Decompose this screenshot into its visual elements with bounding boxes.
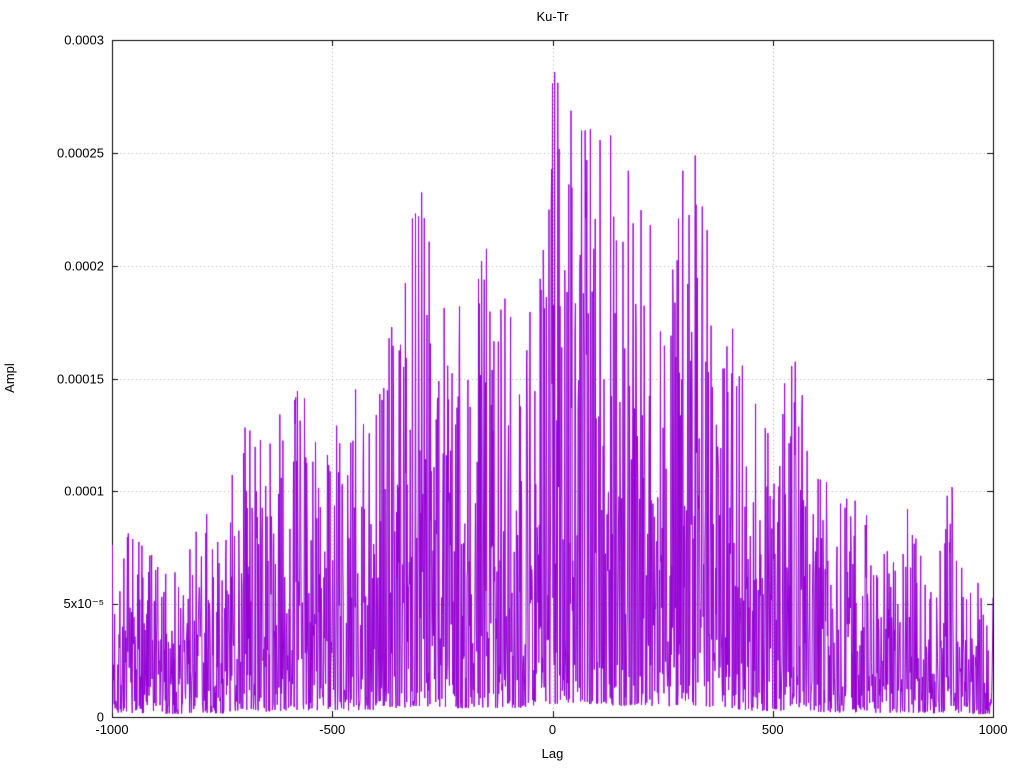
x-axis-label: Lag [541, 746, 564, 761]
chart-title: Ku-Tr [536, 9, 569, 24]
y-axis-label: Ampl [2, 363, 17, 393]
